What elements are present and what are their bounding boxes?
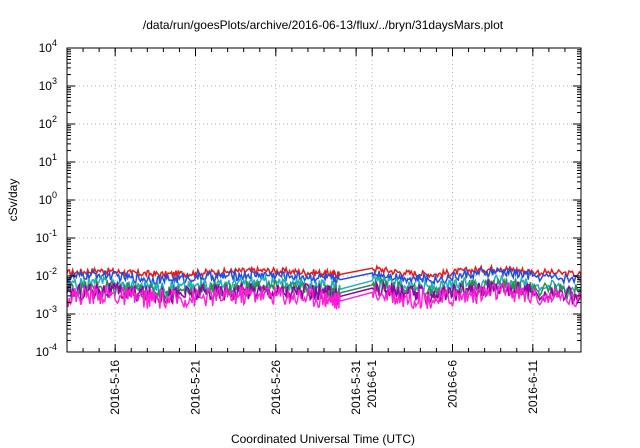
y-tick-label: 102: [39, 114, 57, 131]
chart-title: /data/run/goesPlots/archive/2016-06-13/f…: [143, 18, 504, 32]
x-tick-label: 2016-5-26: [269, 360, 283, 415]
series-line-6: [66, 280, 582, 310]
y-tick-label: 101: [39, 152, 57, 169]
y-tick-label: 10-3: [36, 304, 57, 321]
y-tick-label: 103: [39, 76, 57, 93]
y-axis-label: cSv/day: [6, 179, 20, 222]
y-tick-label: 10-2: [36, 266, 57, 283]
y-tick-label: 100: [39, 190, 57, 207]
y-tick-label: 10-4: [36, 342, 57, 359]
series-line-2: [66, 265, 582, 287]
y-tick-label: 104: [39, 38, 57, 55]
series-lines: [66, 263, 582, 310]
x-axis: 2016-5-16 2016-5-21 2016-5-26 2016-5-31 2016…: [82, 48, 566, 415]
x-axis-label: Coordinated Universal Time (UTC): [231, 432, 415, 446]
x-tick-label: 2016-5-31: [349, 360, 363, 415]
x-tick-label: 2016-6-6: [446, 360, 460, 408]
x-tick-label: 2016-6-11: [526, 360, 540, 414]
y-tick-label: 10-1: [36, 228, 57, 245]
x-tick-label: 2016-5-16: [108, 360, 122, 415]
x-tick-label: 2016-5-21: [189, 360, 203, 415]
x-tick-label: 2016-6-1: [365, 360, 379, 408]
